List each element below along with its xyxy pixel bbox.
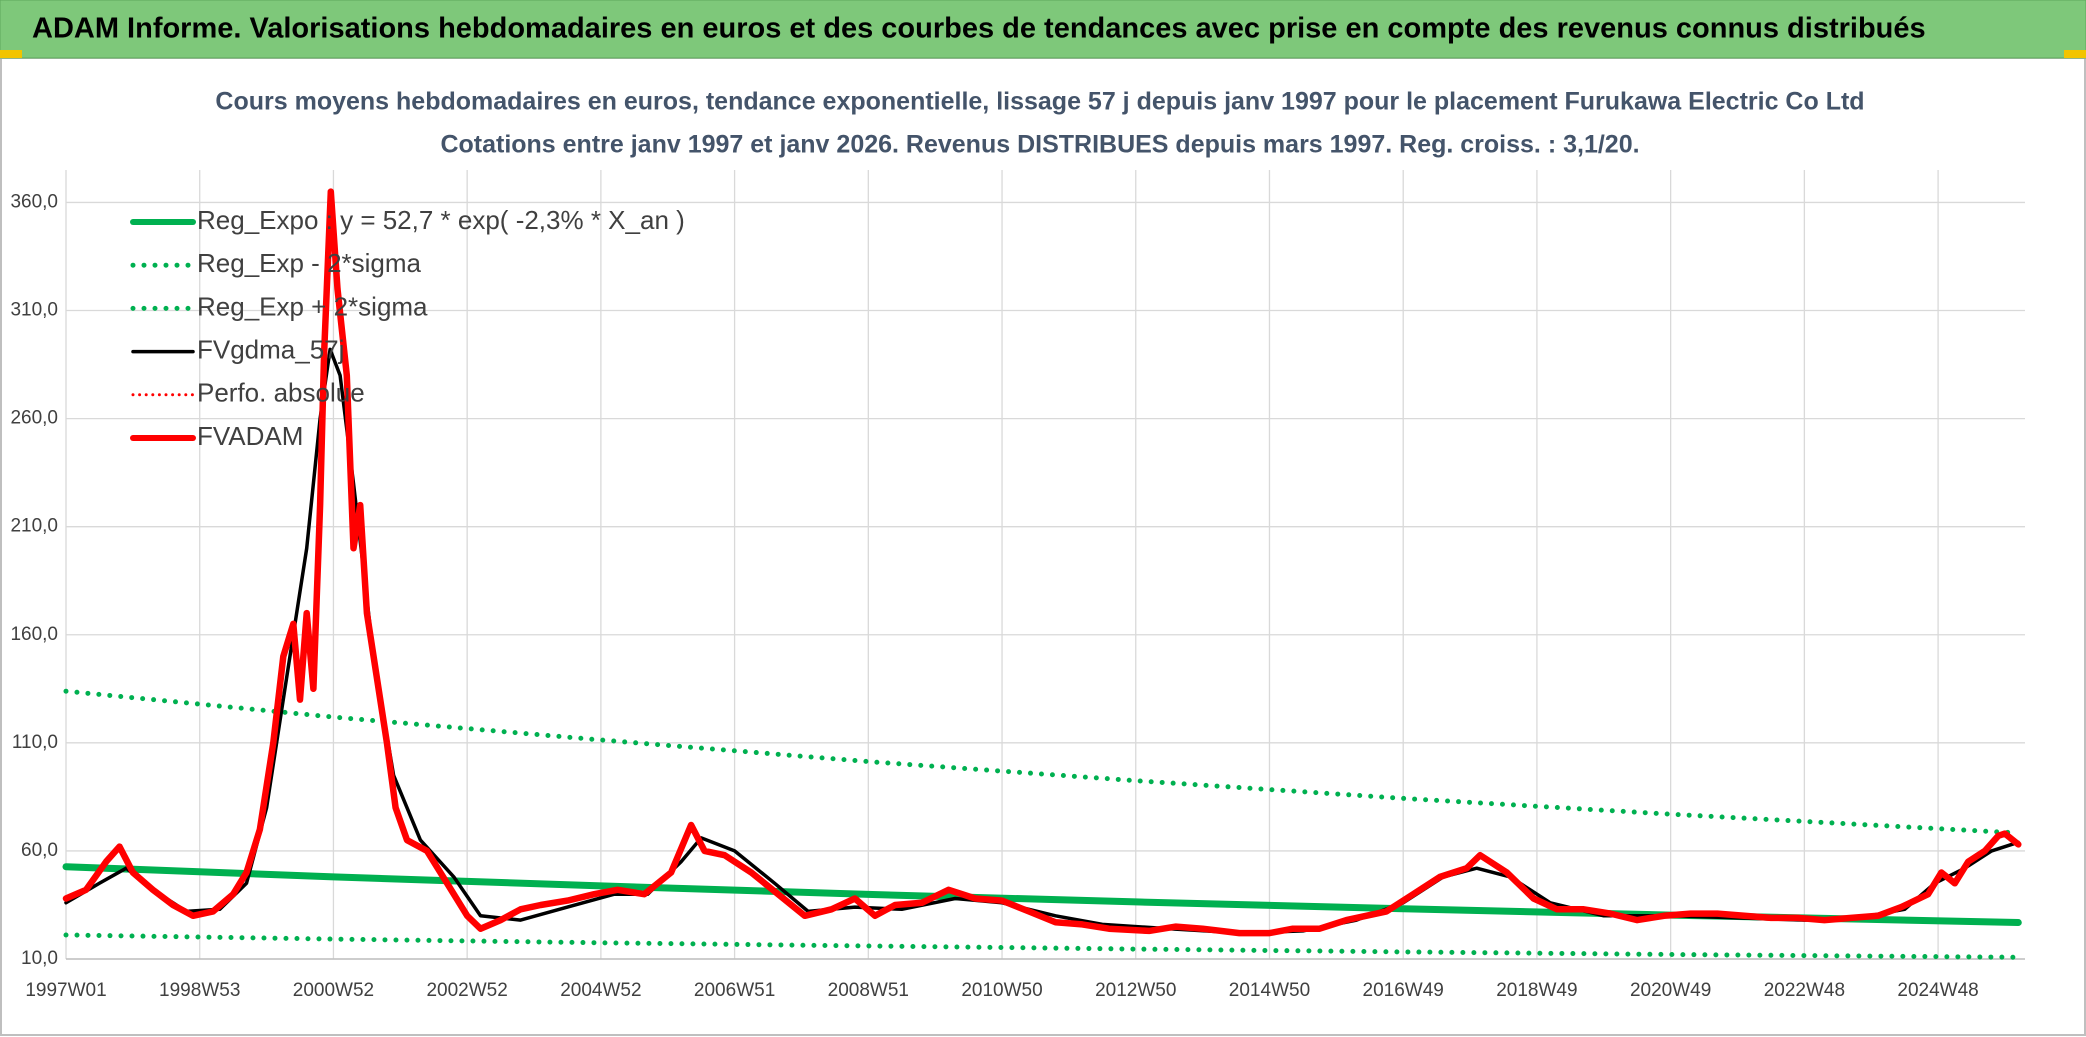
x-tick-label: 2020W49 — [1630, 980, 1711, 1001]
grid: 10,0 60,0 110,0 160,0 210,0 260,0 310,0 360,0 19… — [10, 170, 2025, 1001]
header-bar — [0, 0, 2086, 59]
x-tick-label: 2010W50 — [961, 980, 1042, 1001]
legend-label: FVgdma_57j — [197, 334, 344, 364]
y-tick-label: 310,0 — [10, 300, 58, 321]
x-tick-label: 2000W52 — [293, 980, 374, 1001]
chart-title: Cours moyens hebdomadaires en euros, ten… — [215, 88, 1864, 116]
corner — [2064, 50, 2086, 58]
legend-label: Reg_Exp - 2*sigma — [197, 248, 422, 278]
x-tick-label: 2024W48 — [1897, 980, 1978, 1001]
x-tick-label: 2014W50 — [1229, 980, 1310, 1001]
legend-label: FVADAM — [197, 421, 303, 451]
legend-label: Reg_Expo : y = 52,7 * exp( -2,3% * X_an … — [197, 205, 685, 235]
header-title: ADAM Informe. Valorisations hebdomadaire… — [32, 13, 1926, 45]
legend-label: Reg_Exp + 2*sigma — [197, 291, 428, 321]
y-tick-label: 360,0 — [10, 191, 58, 212]
x-tick-label: 1997W01 — [25, 980, 106, 1001]
x-tick-label: 1998W53 — [159, 980, 240, 1001]
plot — [62, 188, 2022, 960]
x-tick-label: 2006W51 — [694, 980, 775, 1001]
x-tick-label: 2008W51 — [828, 980, 909, 1001]
x-tick-label: 2022W48 — [1764, 980, 1845, 1001]
x-tick-label: 2018W49 — [1496, 980, 1577, 1001]
y-tick-label: 260,0 — [10, 408, 58, 429]
legend-label: Perfo. absolue — [197, 378, 365, 408]
y-tick-label: 210,0 — [10, 516, 58, 537]
x-tick-label: 2002W52 — [426, 980, 507, 1001]
chart-subtitle: Cotations entre janv 1997 et janv 2026. … — [440, 131, 1639, 159]
x-tick-label: 2004W52 — [560, 980, 641, 1001]
series-line — [62, 188, 2022, 937]
y-tick-label: 160,0 — [10, 624, 58, 645]
y-tick-label: 110,0 — [12, 732, 58, 753]
legend: Reg_Expo : y = 52,7 * exp( -2,3% * X_an … — [130, 205, 685, 451]
corner — [0, 50, 22, 58]
y-tick-label: 60,0 — [21, 840, 58, 861]
x-tick-label: 2016W49 — [1363, 980, 1444, 1001]
x-tick-label: 2012W50 — [1095, 980, 1176, 1001]
series-line — [63, 932, 2021, 960]
y-tick-label: 10,0 — [21, 948, 58, 969]
